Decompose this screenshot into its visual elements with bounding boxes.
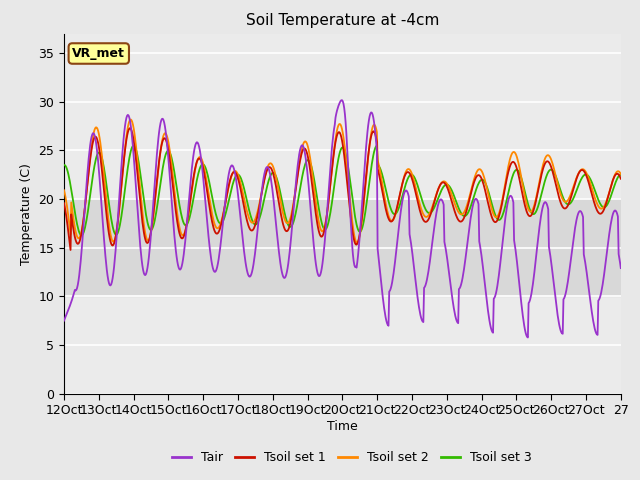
Bar [64, 199, 621, 296]
Title: Soil Temperature at -4cm: Soil Temperature at -4cm [246, 13, 439, 28]
Text: VR_met: VR_met [72, 47, 125, 60]
Y-axis label: Temperature (C): Temperature (C) [20, 163, 33, 264]
Legend: Tair, Tsoil set 1, Tsoil set 2, Tsoil set 3: Tair, Tsoil set 1, Tsoil set 2, Tsoil se… [167, 446, 537, 469]
X-axis label: Time: Time [327, 420, 358, 433]
